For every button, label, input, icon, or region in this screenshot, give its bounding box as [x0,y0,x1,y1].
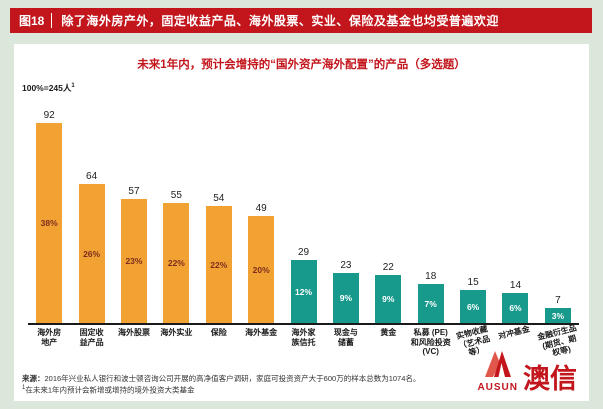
bar-value-label: 57 [128,186,140,197]
bar-column: 23 9% [325,260,367,323]
bar-percent-label: 9% [382,294,395,304]
x-axis-label: 海外家 族信托 [291,328,316,347]
ausun-a-icon [482,349,514,382]
bar-column: 29 12% [282,247,324,323]
source-note-line1: 来源：2016年兴业私人银行和波士顿咨询公司开展的高净值客户调研，家庭可投资资产… [22,374,439,385]
header-divider [51,13,53,28]
figure-headline: 除了海外房产外，固定收益产品、海外股票、实业、保险及基金也均受普遍欢迎 [61,14,499,28]
bar: 7% [417,284,444,323]
bar-column: 55 22% [155,190,197,323]
x-axis-label: 私募 (PE) 和风险投资 (VC) [410,328,451,357]
bar-column: 54 22% [198,193,240,323]
source-notes: 来源：2016年兴业私人银行和波士顿咨询公司开展的高净值客户调研，家庭可投资资产… [22,374,439,397]
source-label: 来源： [22,373,45,383]
bar-value-label: 92 [43,110,55,121]
bar-value-label: 29 [297,247,310,258]
bar: 12% [290,260,317,323]
chart-title: 未来1年内，预计会增持的“国外资产海外配置”的产品（多选题） [137,59,466,71]
ausun-logo: AUSUN 澳信 [477,349,577,393]
x-axis-label: 海外基金 [245,328,278,337]
chart-card: 未来1年内，预计会增持的“国外资产海外配置”的产品（多选题） 100%=245人… [14,44,589,401]
bar: 38% [36,123,63,323]
bar-percent-label: 12% [295,286,313,297]
bar: 9% [375,275,402,323]
bar: 22% [205,206,232,323]
figure-header: 图18 除了海外房产外，固定收益产品、海外股票、实业、保险及基金也均受普遍欢迎 [10,8,592,33]
bar-column: 64 26% [70,171,112,323]
bar-value-label: 23 [340,260,352,271]
x-axis-label: 海外股票 [117,328,150,337]
bar-percent-label: 20% [252,264,270,275]
bar: 3% [544,308,571,323]
ausun-logo-latin: AUSUN [477,382,518,393]
bar: 6% [502,293,529,323]
source-note-line2: 1在未来1年内预计会新增或增持的境外投资大类基金 [22,384,439,396]
bar-percent-label: 3% [551,310,565,321]
bar: 6% [460,290,487,323]
x-axis-labels: 海外房 地产 固定收 益产品 海外股票 海外实业 保险 海外基金 海外家 族信托 现金与 储蓄 黄金 私募… [28,323,579,376]
x-axis-label: 现金与 储蓄 [333,328,358,347]
footnote-text: 在未来1年内预计会新增或增持的境外投资大类基金 [25,385,195,395]
ausun-logo-chinese: 澳信 [523,364,577,394]
x-axis-label: 黄金 [380,328,397,337]
bar: 20% [248,216,275,323]
bar-percent-label: 22% [210,259,228,270]
x-axis-label: 海外实业 [160,328,193,337]
bar-value-label: 49 [255,203,267,214]
bar-percent-label: 23% [125,256,143,266]
bar-column: 49 20% [240,203,282,323]
bar-column: 18 7% [410,271,452,323]
bar-value-label: 7 [555,295,561,306]
bar-column: 22 9% [367,262,409,323]
bar-chart-plot: 92 38% 64 26% 57 23% 55 22% 54 22% 49 20% 29 12% 23 9% 2… [28,98,579,325]
bar-percent-label: 38% [40,218,58,228]
bar-percent-label: 6% [466,301,480,312]
bar-percent-label: 7% [424,298,437,309]
bar-column: 7 3% [537,295,579,323]
bar-value-label: 22 [382,262,394,273]
footnote-ref-marker: 1 [22,385,26,391]
bar: 23% [120,199,147,323]
bar-column: 92 38% [28,110,70,323]
bar: 26% [78,184,105,323]
bar-percent-label: 9% [339,293,353,303]
bar-value-label: 54 [213,193,225,204]
source-text: 2016年兴业私人银行和波士顿咨询公司开展的高净值客户调研，家庭可投资资产大于6… [44,373,421,383]
sample-size-label: 100%=245人1 [22,82,589,94]
bar-column: 57 23% [113,186,155,323]
sample-size-text: 100%=245人 [22,83,72,93]
bar-value-label: 64 [86,171,98,182]
bar: 9% [332,273,359,323]
figure-number: 图18 [19,14,45,28]
bar: 22% [163,203,190,323]
bar-percent-label: 22% [167,258,185,268]
x-axis-label: 保险 [210,328,227,337]
bar-percent-label: 26% [83,248,101,259]
footnote-marker: 1 [71,83,75,90]
x-axis-label: 海外房 地产 [37,328,62,347]
bar-column: 15 6% [452,277,494,323]
x-axis-label: 固定收 益产品 [79,328,104,347]
bar-percent-label: 6% [509,303,522,313]
ausun-logo-left: AUSUN [477,349,518,393]
bar-value-label: 55 [170,190,182,201]
bar-column: 14 6% [494,280,536,323]
bar-value-label: 15 [467,277,479,288]
bar-value-label: 14 [509,280,522,291]
bar-value-label: 18 [425,271,437,282]
